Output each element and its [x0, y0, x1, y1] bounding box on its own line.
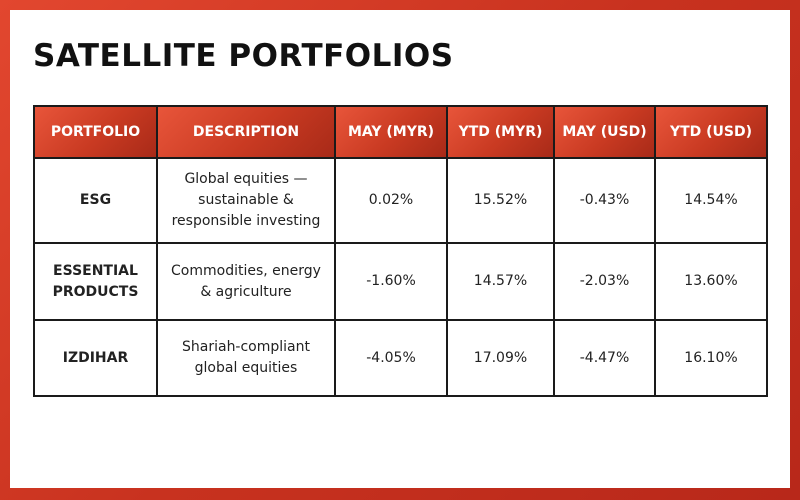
table-row: IZDIHAR Shariah-compliant global equitie…: [33, 319, 768, 397]
may-myr-value: -4.05%: [334, 319, 448, 397]
ytd-usd-value: 16.10%: [654, 319, 768, 397]
portfolio-name: ESSENTIAL PRODUCTS: [33, 242, 158, 321]
portfolio-description: Commodities, energy & agriculture: [156, 242, 336, 321]
table-row: ESG Global equities — sustainable & resp…: [33, 157, 768, 244]
may-myr-value: -1.60%: [334, 242, 448, 321]
portfolio-description: Global equities — sustainable & responsi…: [156, 157, 336, 244]
column-header-may-usd: MAY (USD): [553, 105, 656, 159]
table-row: ESSENTIAL PRODUCTS Commodities, energy &…: [33, 242, 768, 321]
column-header-portfolio: PORTFOLIO: [33, 105, 158, 159]
ytd-myr-value: 17.09%: [446, 319, 555, 397]
column-header-may-myr: MAY (MYR): [334, 105, 448, 159]
portfolio-description: Shariah-compliant global equities: [156, 319, 336, 397]
may-usd-value: -0.43%: [553, 157, 656, 244]
page-title: SATELLITE PORTFOLIOS: [33, 38, 454, 74]
ytd-myr-value: 14.57%: [446, 242, 555, 321]
ytd-usd-value: 13.60%: [654, 242, 768, 321]
column-header-description: DESCRIPTION: [156, 105, 336, 159]
may-usd-value: -4.47%: [553, 319, 656, 397]
column-header-ytd-usd: YTD (USD): [654, 105, 768, 159]
portfolio-name: IZDIHAR: [33, 319, 158, 397]
may-usd-value: -2.03%: [553, 242, 656, 321]
may-myr-value: 0.02%: [334, 157, 448, 244]
content-card: SATELLITE PORTFOLIOS PORTFOLIO DESCRIPTI…: [10, 10, 790, 488]
ytd-usd-value: 14.54%: [654, 157, 768, 244]
portfolio-name: ESG: [33, 157, 158, 244]
portfolio-performance-table: PORTFOLIO DESCRIPTION MAY (MYR) YTD (MYR…: [33, 105, 768, 397]
table-header-row: PORTFOLIO DESCRIPTION MAY (MYR) YTD (MYR…: [33, 105, 768, 159]
column-header-ytd-myr: YTD (MYR): [446, 105, 555, 159]
ytd-myr-value: 15.52%: [446, 157, 555, 244]
